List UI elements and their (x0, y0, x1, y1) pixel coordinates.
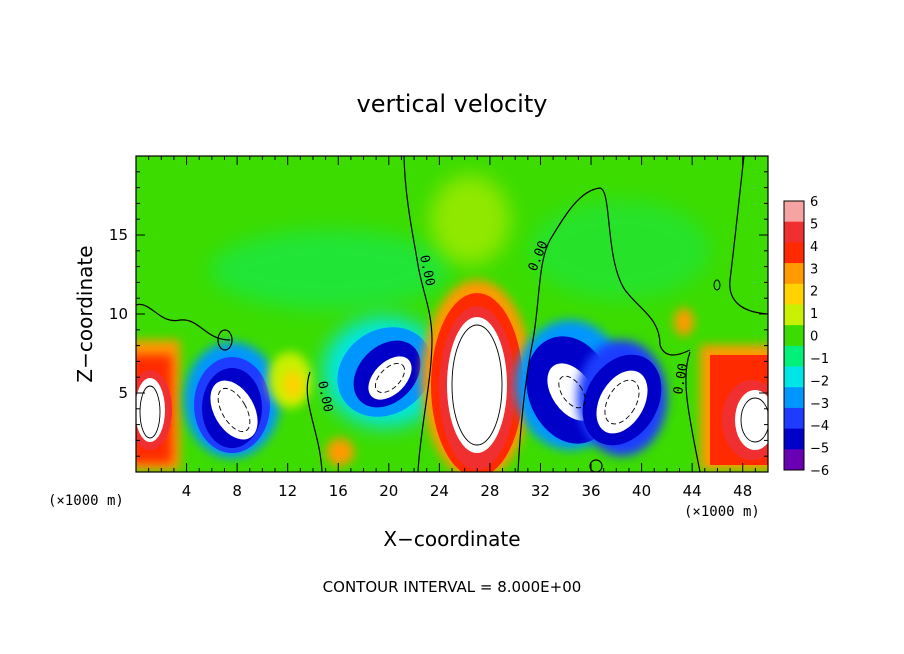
colorbar-label: 2 (810, 285, 818, 300)
zero-contour (517, 187, 691, 472)
velocity-field: 0.00 0.00 0.00 0.00 (136, 156, 768, 472)
downdraft-x38 (577, 340, 667, 456)
colorbar-swatch (784, 221, 804, 243)
y-tick-label: 10 (109, 305, 128, 323)
zero-contour (729, 156, 768, 315)
contour-interval-note: CONTOUR INTERVAL = 8.000E+00 (323, 578, 582, 596)
x-tick-label: 8 (232, 482, 242, 500)
colorbar-swatch (784, 345, 804, 368)
updraft-left (136, 340, 180, 470)
colorbar-label: −3 (810, 397, 829, 412)
x-tick-label: 40 (632, 482, 651, 500)
core-contour (139, 385, 161, 439)
x-tick-label: 12 (278, 482, 297, 500)
core-contour (604, 379, 640, 425)
contour-label: 0.00 (671, 362, 691, 395)
x-tick-label: 32 (531, 482, 550, 500)
y-axis: 5 10 15 (109, 171, 768, 457)
colorbar-swatch (784, 325, 804, 347)
x-tick-label: 48 (733, 482, 752, 500)
core-contour (374, 362, 406, 394)
x-tick-label: 24 (430, 482, 449, 500)
y-tick-label: 5 (118, 384, 128, 402)
upper-field-band (210, 230, 450, 310)
zero-contour (713, 279, 721, 291)
upper-field-band (530, 200, 710, 300)
colorbar-label: −4 (810, 419, 829, 434)
colorbar-label: 5 (810, 217, 818, 232)
x-tick-label: 4 (182, 482, 192, 500)
colorbar-swatch (784, 449, 804, 471)
colorbar-label: 3 (810, 262, 818, 277)
colorbar-label: 0 (810, 330, 818, 345)
colorbar-swatch (784, 263, 804, 285)
colorbar-label: 4 (810, 240, 818, 255)
chart-title: vertical velocity (357, 90, 548, 118)
core-contour (558, 375, 586, 409)
colorbar-swatch (784, 366, 804, 388)
zero-contour (136, 303, 231, 341)
core-contour (451, 324, 503, 446)
updraft-x16 (326, 438, 354, 466)
zero-contour (306, 371, 323, 472)
core-contour (740, 397, 768, 443)
colorbar-label: 1 (810, 307, 818, 322)
colorbar-label: 6 (810, 195, 818, 210)
x-tick-label: 28 (480, 482, 499, 500)
colorbar-swatch (784, 283, 804, 305)
zero-contour (217, 329, 233, 351)
x-tick-label: 20 (379, 482, 398, 500)
y-axis-title: Z−coordinate (73, 245, 97, 382)
x-tick-label: 16 (329, 482, 348, 500)
x-unit-right: (×1000 m) (684, 504, 760, 520)
core-contour (217, 387, 251, 433)
colorbar-label: −1 (810, 352, 829, 367)
updraft-x27 (422, 280, 532, 472)
colorbar-swatch (784, 201, 804, 223)
colorbar-swatch (784, 428, 804, 450)
x-tick-label: 44 (683, 482, 702, 500)
updraft-right (700, 345, 768, 470)
zero-contour (403, 156, 433, 472)
downdraft-x20 (323, 317, 447, 427)
colorbar-label: −6 (810, 464, 829, 479)
x-tick-label: 36 (581, 482, 600, 500)
x-unit-left: (×1000 m) (48, 493, 124, 509)
updraft-x12-core (283, 371, 303, 399)
contour-label: 0.00 (416, 254, 437, 288)
colorbar-swatch (784, 407, 804, 430)
colorbar: 6 5 4 3 2 1 0 −1 −2 −3 −4 −5 −6 (783, 195, 829, 479)
zero-contour (685, 351, 701, 472)
zero-contour (589, 459, 603, 472)
colorbar-frame (783, 200, 805, 471)
y-tick-label: 15 (109, 226, 128, 244)
colorbar-swatch (784, 304, 804, 326)
colorbar-label: −5 (810, 442, 829, 457)
colorbar-swatch (784, 387, 804, 409)
colorbar-label: −2 (810, 374, 829, 389)
upper-field-band (430, 175, 510, 265)
contour-label: 0.00 (314, 380, 335, 414)
plot-area: 0.00 0.00 0.00 0.00 (135, 155, 769, 473)
updraft-x43 (674, 308, 694, 336)
x-axis-title: X−coordinate (383, 527, 520, 551)
downdraft-x7 (184, 342, 280, 458)
x-axis: 4 8 12 16 20 24 28 32 36 40 44 48 (148, 156, 756, 500)
colorbar-swatch (784, 242, 804, 264)
